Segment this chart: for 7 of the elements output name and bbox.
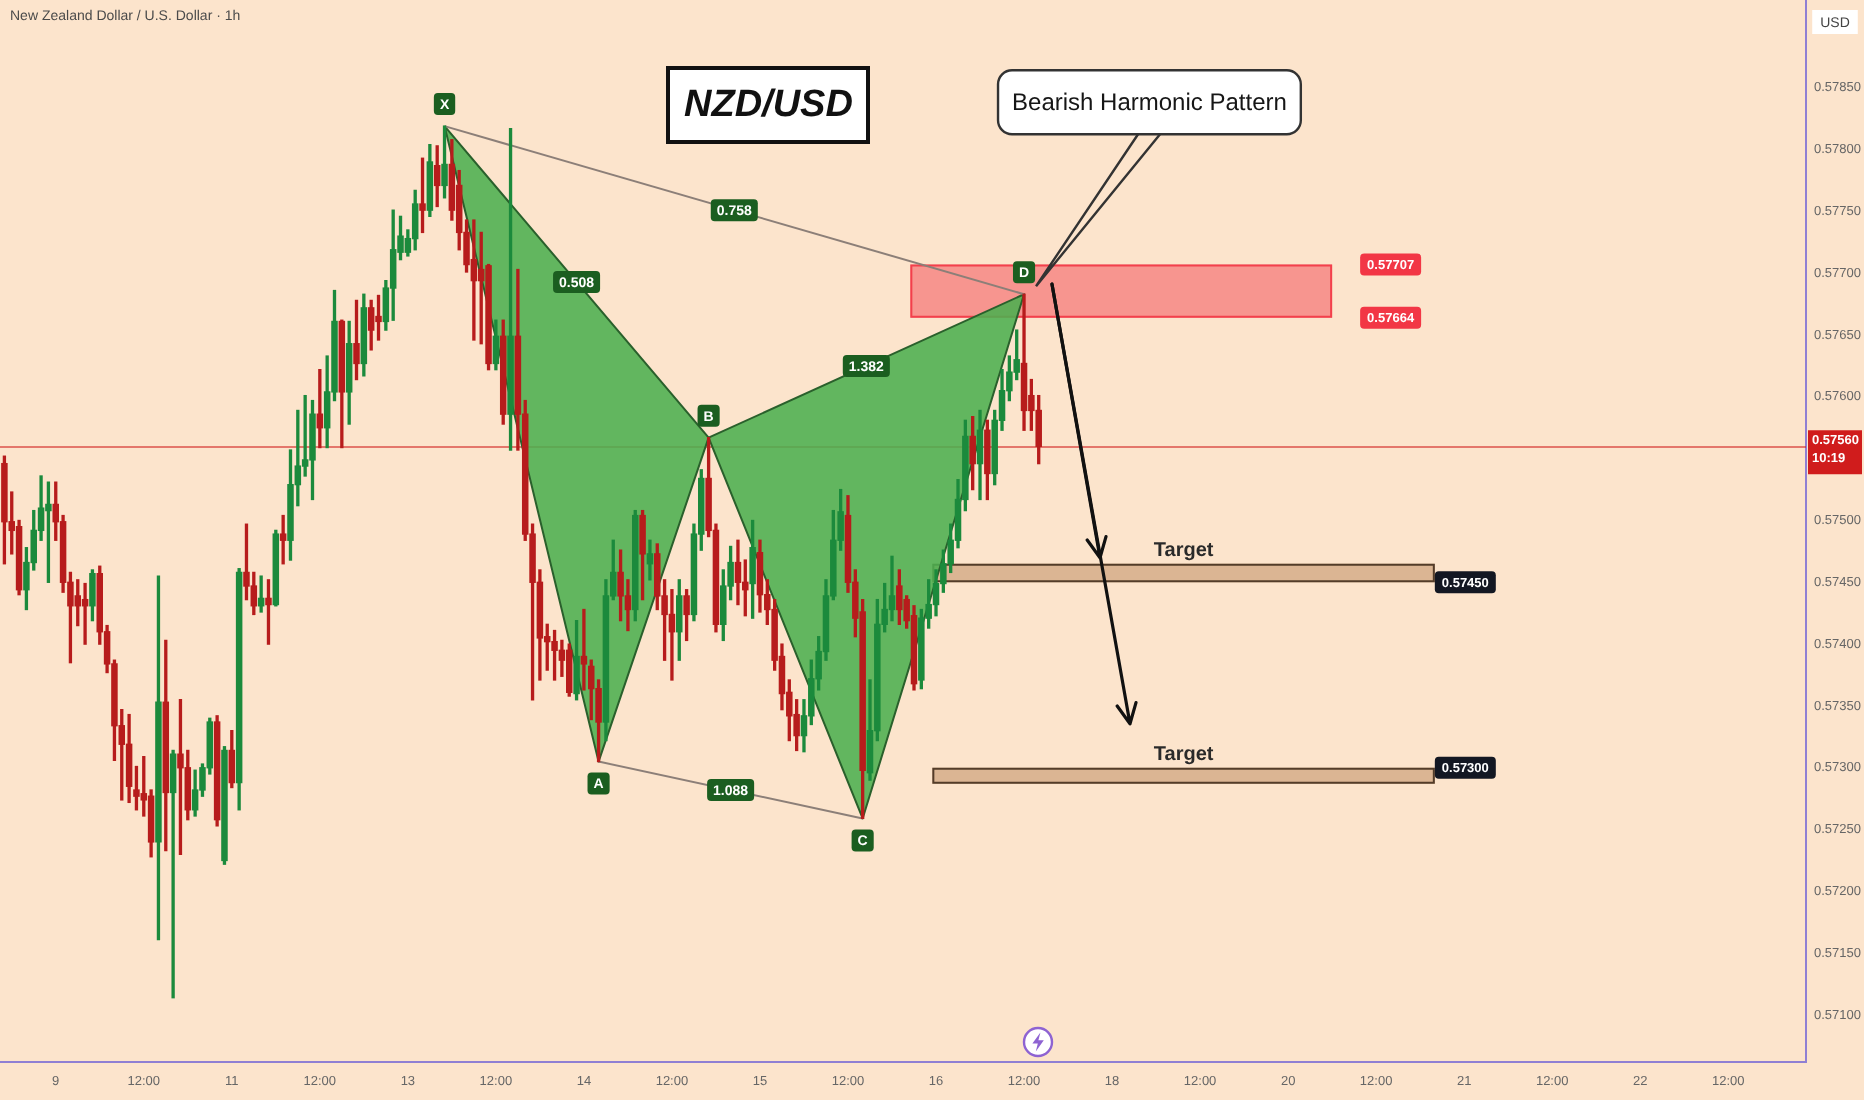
candlestick	[470, 219, 478, 341]
candlestick	[169, 749, 177, 999]
candlestick	[279, 514, 287, 565]
band-label: Target	[1153, 540, 1215, 563]
text: NZD/USD	[666, 66, 871, 144]
annotation: Bearish Harmonic Pattern	[1012, 87, 1287, 116]
band-label: Target	[1153, 744, 1215, 767]
